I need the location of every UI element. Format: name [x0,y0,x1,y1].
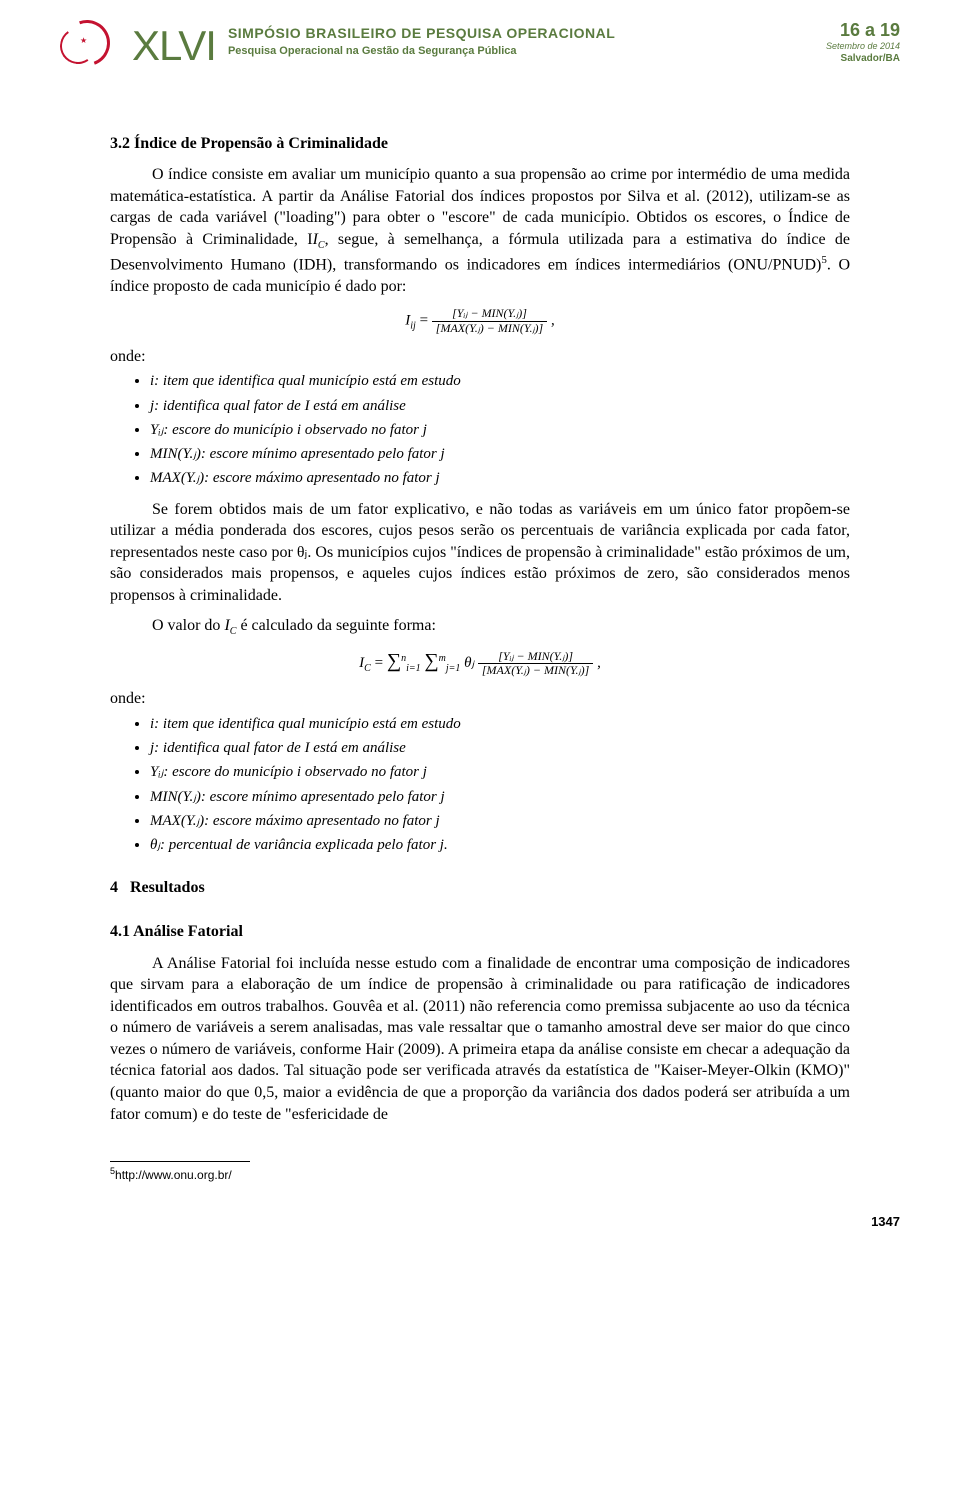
header-right: 16 a 19 Setembro de 2014 Salvador/BA [826,18,900,66]
footnote: 5http://www.onu.org.br/ [110,1165,850,1183]
city: Salvador/BA [826,52,900,66]
definition-list-1: i: item que identifica qual município es… [150,371,850,488]
footnote-text: http://www.onu.org.br/ [115,1168,232,1182]
footnote-rule [110,1161,250,1162]
logo-mark: ★ [60,18,114,66]
list-item: j: identifica qual fator de I está em an… [150,396,850,416]
section-4-title: 4 Resultados [110,877,850,899]
list-item: θⱼ: percentual de variância explicada pe… [150,835,850,855]
definition-list-2: i: item que identifica qual município es… [150,714,850,856]
paragraph-4: A Análise Fatorial foi incluída nesse es… [110,953,850,1126]
onde-2: onde: [110,688,850,710]
list-item: i: item que identifica qual município es… [150,371,850,391]
list-item: MAX(Y.ⱼ): escore máximo apresentado no f… [150,811,850,831]
equation-2: IC = ∑ni=1 ∑mj=1 θⱼ [Yᵢⱼ − MIN(Y.ⱼ)] [MA… [110,648,850,678]
list-item: MIN(Y.ⱼ): escore mínimo apresentado pelo… [150,787,850,807]
equation-1: Iij = [Yᵢⱼ − MIN(Y.ⱼ)] [MAX(Y.ⱼ) − MIN(Y… [110,307,850,336]
section-3-2-title: 3.2 Índice de Propensão à Criminalidade [110,133,850,155]
list-item: Yᵢⱼ: escore do município i observado no … [150,762,850,782]
page-content: 3.2 Índice de Propensão à Criminalidade … [0,81,960,1204]
conference-title: SIMPÓSIO BRASILEIRO DE PESQUISA OPERACIO… [228,24,615,43]
list-item: i: item que identifica qual município es… [150,714,850,734]
list-item: Yᵢⱼ: escore do município i observado no … [150,420,850,440]
edition-roman: XLVI [132,18,216,75]
onde-1: onde: [110,346,850,368]
list-item: MIN(Y.ⱼ): escore mínimo apresentado pelo… [150,444,850,464]
paragraph-1: O índice consiste em avaliar um municípi… [110,164,850,297]
list-item: MAX(Y.ⱼ): escore máximo apresentado no f… [150,468,850,488]
section-4-1-title: 4.1 Análise Fatorial [110,921,850,943]
conference-subtitle: Pesquisa Operacional na Gestão da Segura… [228,44,615,59]
dates-sub: Setembro de 2014 [826,42,900,52]
dates: 16 a 19 [826,18,900,42]
paragraph-2: Se forem obtidos mais de um fator explic… [110,499,850,607]
page-number: 1347 [0,1203,960,1249]
paragraph-3: O valor do IC é calculado da seguinte fo… [110,615,850,639]
list-item: j: identifica qual fator de I está em an… [150,738,850,758]
page-header: ★ XLVI SIMPÓSIO BRASILEIRO DE PESQUISA O… [0,0,960,81]
